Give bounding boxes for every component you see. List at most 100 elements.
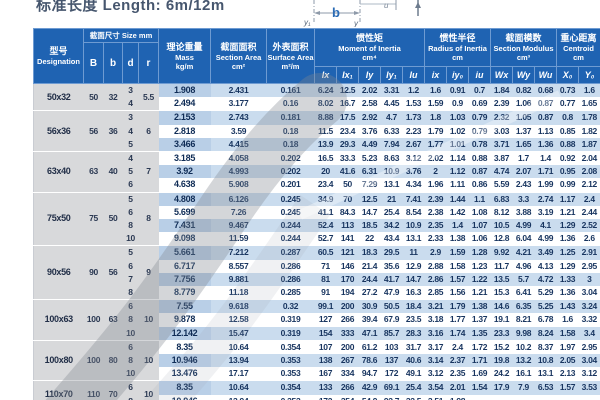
value-cell: 0.82 (512, 83, 535, 98)
col-designation: 型号 Designation (33, 28, 84, 84)
value-cell: 7.9 (512, 380, 535, 395)
value-cell: 2.153 (158, 110, 211, 125)
value-cell: 6.24 (314, 83, 337, 98)
value-cell: 52.7 (314, 232, 337, 246)
value-cell: 11 (402, 245, 425, 260)
value-cell: 4.34 (402, 178, 425, 193)
col-Wy: Wy (512, 66, 536, 84)
value-cell: 3.12 (424, 367, 447, 381)
value-cell: 0.201 (266, 178, 315, 193)
value-cell: 8.63 (380, 151, 403, 166)
value-cell: 1.98 (446, 394, 469, 400)
section-properties-table: 型号 Designation 截面尺寸 Size mm 理论重量 Mass kg… (33, 28, 600, 400)
value-cell: 2.58 (358, 97, 381, 111)
value-cell: 2.39 (424, 191, 447, 206)
value-cell: 6.04 (512, 232, 535, 246)
dim-d-cell: 6 (122, 259, 139, 273)
value-cell: 4.72 (534, 272, 557, 287)
value-cell: 0.79 (468, 124, 491, 138)
value-cell: 6.41 (512, 286, 535, 300)
value-cell: 3.92 (158, 165, 211, 179)
value-cell: 146 (336, 259, 359, 273)
value-cell: 3.76 (358, 124, 381, 138)
diagram-label-b: b (332, 5, 340, 20)
value-cell: 16.5 (314, 151, 337, 166)
value-cell: 1.54 (468, 380, 491, 395)
col-group-radius: 惯性半径 Radius of Inertia cm (424, 28, 492, 67)
value-cell: 92.7 (380, 394, 403, 400)
value-cell: 21.4 (358, 259, 381, 273)
value-cell: 41.7 (380, 272, 403, 287)
value-cell: 29.5 (380, 245, 403, 260)
value-cell: 1.05 (512, 110, 535, 125)
dim-d-cell: 8 (122, 286, 139, 300)
value-cell: 6.126 (210, 191, 267, 206)
value-cell: 3.31 (380, 83, 403, 98)
value-cell: 47.9 (380, 286, 403, 300)
value-cell: 1.01 (446, 137, 469, 152)
value-cell: 23.3 (490, 326, 513, 341)
value-cell: 1.59 (446, 245, 469, 260)
value-cell: 99.1 (314, 299, 337, 314)
value-cell: 0.285 (266, 286, 315, 300)
value-cell: 6.78 (534, 313, 557, 327)
dim-b-cell: 36 (103, 110, 123, 152)
value-cell: 4.74 (490, 165, 513, 179)
value-cell: 2.32 (490, 110, 513, 125)
col-section-area: 截面面积 Section Area cm² (210, 28, 268, 84)
value-cell: 2.05 (556, 354, 579, 368)
value-cell: 113 (336, 219, 359, 233)
value-cell (512, 394, 535, 400)
table-row: 75x50 75 50 5 8 4.808 6.126 0.245 34.9 70 12.5 21 7.… (33, 191, 600, 246)
value-cell: 32.5 (402, 394, 425, 400)
value-cell: 2.95 (578, 259, 600, 273)
value-cell: 0.73 (556, 83, 579, 98)
value-cell: 3.88 (512, 205, 535, 220)
value-cell: 3.17 (424, 339, 447, 355)
col-group-centroid: 重心距离 Centroid cm (556, 28, 600, 67)
value-cell: 0.78 (468, 137, 491, 152)
col-d: d (122, 42, 139, 84)
value-cell: 2.04 (578, 151, 600, 166)
value-cell: 10.5 (490, 219, 513, 233)
value-cell: 17.17 (210, 367, 267, 381)
col-iy0: iy₀ (446, 66, 470, 84)
value-cell: 2.88 (424, 259, 447, 273)
value-cell: 13.94 (210, 394, 267, 400)
value-cell: 0.319 (266, 313, 315, 327)
value-cell: 84.3 (336, 205, 359, 220)
value-cell (490, 394, 513, 400)
value-cell: 2.35 (424, 219, 447, 233)
col-Ix: Ix (314, 66, 338, 84)
value-cell: 10.64 (210, 380, 267, 395)
value-cell: 0.79 (468, 110, 491, 125)
value-cell: 19.1 (490, 313, 513, 327)
value-cell: 2.52 (578, 219, 600, 233)
value-cell: 1.96 (424, 178, 447, 193)
value-cell: 2.91 (578, 245, 600, 260)
value-cell: 3.19 (534, 205, 557, 220)
value-cell: 54.9 (358, 394, 381, 400)
table-row: 8 8.779 11.18 0.285 91 194 27.2 47.9 16.3 2.85 1.5… (34, 286, 600, 300)
value-cell: 0.286 (266, 259, 315, 273)
value-cell: 5.7 (512, 272, 535, 287)
value-cell: 70 (336, 191, 359, 206)
table-row: 5 3.466 4.415 0.18 13.9 29.3 4.49 7.94 2.67 1.77 1… (34, 137, 600, 152)
value-cell: 172 (314, 394, 337, 400)
value-cell: 1.74 (446, 326, 469, 341)
value-cell: 1.06 (512, 97, 535, 111)
value-cell: 35.6 (380, 259, 403, 273)
value-cell: 1.42 (446, 205, 469, 220)
value-cell: 12.9 (402, 259, 425, 273)
value-cell: 7.94 (380, 137, 403, 152)
value-cell: 3.71 (490, 137, 513, 152)
value-cell: 0.87 (534, 110, 557, 125)
value-cell: 9.98 (512, 326, 535, 341)
value-cell: 3.04 (578, 286, 600, 300)
value-cell: 0.245 (266, 191, 315, 206)
value-cell: 6.33 (380, 124, 403, 138)
value-cell: 0.353 (266, 354, 315, 368)
value-cell: 11.5 (314, 124, 337, 138)
value-cell: 18.5 (358, 219, 381, 233)
value-cell: 1.29 (556, 219, 579, 233)
